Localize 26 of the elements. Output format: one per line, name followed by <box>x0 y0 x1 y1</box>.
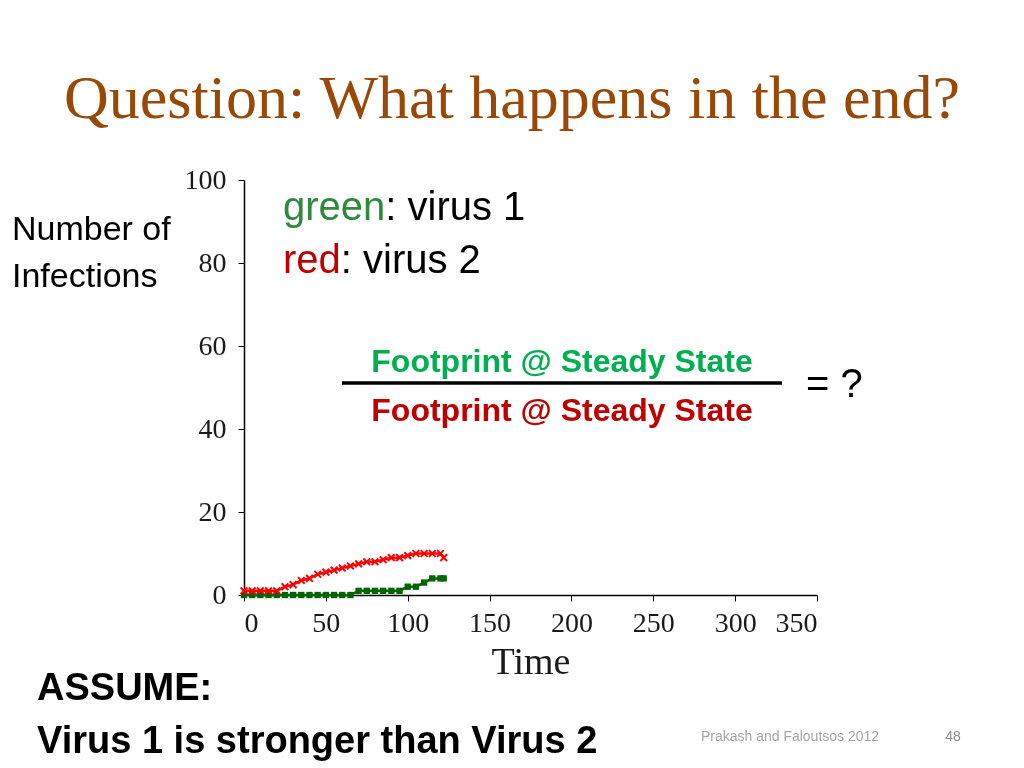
x-tick-label: 50 <box>312 606 341 638</box>
y-tick-label: 20 <box>198 495 227 527</box>
x-tick-label: 350 <box>775 606 818 638</box>
x-tick-label: 250 <box>632 606 675 638</box>
text: ASSUME: <box>37 666 213 708</box>
x-tick-label: 300 <box>714 606 757 638</box>
x-axis-title: Time <box>491 639 571 682</box>
annotation: green: virus 1 <box>283 184 526 228</box>
annotation: red: virus 2 <box>283 237 481 281</box>
x-tick-label: 200 <box>550 606 593 638</box>
annotation: = ? <box>806 361 863 405</box>
annotation: Footprint @ Steady State <box>371 392 753 428</box>
y-tick-label: 0 <box>212 578 227 610</box>
x-tick-label: 100 <box>387 606 430 638</box>
y-tick-label: 40 <box>198 412 227 444</box>
y-axis-title: Number of Infections <box>12 209 172 294</box>
y-tick-label: 80 <box>198 246 227 278</box>
x-tick-label: 150 <box>469 606 512 638</box>
text: Prakash and Faloutsos 2012 <box>700 728 880 744</box>
y-tick-label: 60 <box>198 329 227 361</box>
x-tick-label: 0 <box>244 606 259 638</box>
y-tick-label: 100 <box>184 163 227 195</box>
annotation: Footprint @ Steady State <box>371 343 753 379</box>
text: Virus 1 is stronger than Virus 2 <box>37 719 598 761</box>
chart-title: Question: What happens in the end? <box>64 63 960 131</box>
text: 48 <box>945 728 961 744</box>
